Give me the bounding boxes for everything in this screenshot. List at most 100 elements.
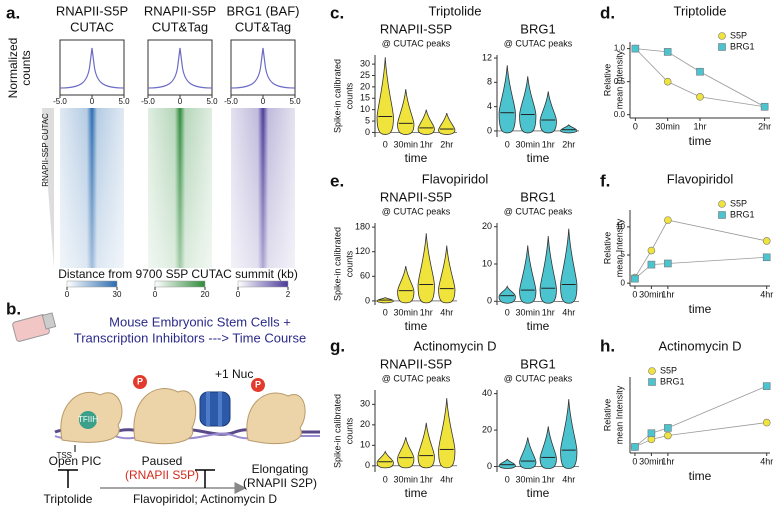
stage-label: Open PIC [49,454,102,468]
x-tick-label: 1hr [542,307,555,317]
point [762,418,771,427]
chart-title: Triptolide [674,3,727,18]
violin [560,228,578,304]
point [664,431,672,440]
y-tick-label: 15 [360,93,370,103]
violin [498,458,516,469]
fit-curve [635,48,765,108]
y-tick-label: 0 [365,127,370,137]
chart-title: Actinomycin D [413,338,496,353]
column-title: CUT&Tag [152,19,208,34]
x-axis-label: time [405,151,428,165]
violin [519,76,537,134]
y-tick-label: 0 [487,296,492,306]
fit-curve [634,256,767,279]
legend-label: S5P [730,198,747,208]
x-tick-label: 4hr [760,456,773,466]
x-tick-label: 0 [505,139,510,149]
legend-swatch [648,367,656,375]
stage-detail: (RNAPII S5P) [125,468,199,482]
x-tick-label: 1hr [661,456,674,466]
violin [539,236,557,304]
violin [560,124,578,134]
chart-subtitle: RNAPII-S5P [380,21,452,36]
y-axis-label: mean Intensity [614,385,624,444]
x-tick-label: 0 [632,289,637,299]
y-axis-label: Spike-in calibrated [332,59,342,133]
profile-curve [59,47,125,89]
y-tick-label: 20 [482,221,492,231]
phospho-label: P [255,379,261,389]
x-tick-label: 0 [383,139,388,149]
heatmap-fade [231,108,295,268]
x-tick-label: 4hr [440,474,453,484]
x-tick-label: -5.0 [53,97,67,106]
heatmap-fade [148,108,212,268]
x-tick-label: 4hr [440,307,453,317]
x-axis-label: time [689,469,712,483]
fit-curve [634,219,767,278]
violin [397,265,415,304]
x-tick-label: 0 [90,97,95,106]
point [647,246,656,255]
colorbar-label: 0 [65,290,70,299]
x-tick-label: 30min [515,474,540,484]
x-tick-label: 4hr [562,307,575,317]
x-tick-label: 2hr [562,139,575,149]
x-tick-label: 4hr [562,474,575,484]
violin [397,89,415,135]
x-axis-label: time [689,134,712,148]
point [760,102,769,111]
x-tick-label: 4hr [760,289,773,299]
chart-subtitle: RNAPII-S5P [380,189,452,204]
violin [519,437,537,469]
phospho-label: P [137,376,143,386]
stage-label: Paused [142,454,183,468]
x-tick-label: 0 [632,456,637,466]
violin [498,285,516,304]
y-tick-label: 0 [365,295,370,305]
schematic-title: Mouse Embryonic Stem Cells + [109,314,291,329]
x-axis-label: time [689,302,712,316]
y-tick-label: 10 [482,258,492,268]
panel-label: h. [600,336,615,355]
panel-label: g. [330,336,345,355]
column-title: CUTAC [70,19,114,34]
x-tick-label: 30min [639,456,664,466]
schematic-art [12,312,320,494]
x-tick-label: 30min [639,289,664,299]
y-tick-label: 25 [360,70,370,80]
x-tick-label: 30min [393,307,418,317]
colorbar-label: 20 [201,290,210,299]
y-tick-label: 1.0 [614,44,626,53]
y-tick-label: 120 [355,246,370,256]
legend-swatch [718,43,726,51]
tss-label: TSS [56,451,72,460]
x-tick-label: 1hr [542,474,555,484]
y-tick-label: 20 [360,419,370,429]
x-axis-label: Distance from 9700 S5P CUTAC summit (kb) [58,267,298,281]
chart-subtitle: BRG1 [520,189,555,204]
row-label: RNAPII-S5P CUTAC [41,113,50,187]
legend-label: BRG1 [730,209,755,219]
point [762,382,771,390]
chart-subtitle: @ CUTAC peaks [504,38,573,48]
colorbar-label: 0 [236,290,241,299]
point [631,443,639,451]
chart-title: Flavopiridol [667,171,734,186]
violin [539,426,557,469]
heatmap-fade [60,108,124,268]
legend-swatch [718,211,726,219]
violin [417,233,435,304]
legend-swatch [718,200,726,208]
stage-detail: (RNAPII S2P) [243,476,317,490]
nucleosome-label: +1 Nuc [215,367,253,381]
x-tick-label: 1hr [542,139,555,149]
panel-label: e. [330,171,344,190]
x-axis-label: time [405,486,428,500]
point [663,48,672,56]
y-tick-label: 5 [365,115,370,125]
x-tick-label: 5.0 [118,97,130,106]
y-axis-label: mean Intensity [614,50,624,109]
chart-subtitle: @ CUTAC peaks [504,206,573,216]
